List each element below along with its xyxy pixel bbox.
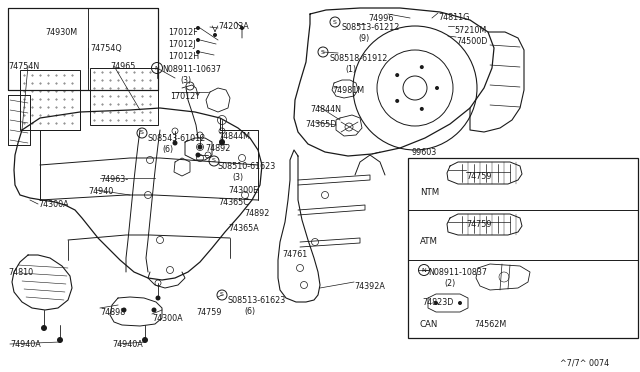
Text: N: N [422,267,426,273]
Circle shape [152,308,157,312]
Circle shape [198,144,202,150]
Text: S08513-61212: S08513-61212 [342,23,401,32]
Text: ^7/7^ 0074: ^7/7^ 0074 [560,358,609,367]
Text: 74300E: 74300E [228,186,258,195]
Circle shape [195,153,200,157]
Text: 74203A: 74203A [218,22,249,31]
Text: N08911-10637: N08911-10637 [162,65,221,74]
Text: 74892: 74892 [244,209,269,218]
Circle shape [213,33,217,37]
Text: S08518-61912: S08518-61912 [330,54,388,63]
Circle shape [396,73,399,77]
Text: (6): (6) [162,145,173,154]
Text: 17012H: 17012H [168,52,199,61]
Text: 74823D: 74823D [422,298,453,307]
Text: S: S [321,49,325,55]
Text: 74365A: 74365A [228,224,259,233]
Text: 74392A: 74392A [354,282,385,291]
Text: 74754Q: 74754Q [90,44,122,53]
Text: 74365D: 74365D [305,120,337,129]
Text: 74940: 74940 [88,187,113,196]
Text: S08510-61623: S08510-61623 [218,162,276,171]
Circle shape [396,99,399,103]
Text: 74844N: 74844N [310,105,341,114]
Circle shape [240,26,244,30]
Text: (6): (6) [244,307,255,316]
Text: (9): (9) [358,34,369,43]
Text: 74844M: 74844M [218,132,250,141]
Circle shape [196,38,200,42]
Text: 17012J: 17012J [168,40,195,49]
Circle shape [434,301,438,305]
Text: S08543-61012: S08543-61012 [148,134,206,143]
Circle shape [435,86,439,90]
Text: 74365C: 74365C [218,198,249,207]
Text: 74963-: 74963- [100,175,128,184]
Text: S: S [140,131,144,135]
Text: S08513-61623: S08513-61623 [228,296,286,305]
Circle shape [173,141,177,145]
Text: 74754N: 74754N [8,62,39,71]
Text: 74300A: 74300A [38,200,68,209]
Text: CAN: CAN [420,320,438,329]
Text: (3): (3) [180,76,191,85]
Circle shape [196,26,200,30]
Text: 74940A: 74940A [10,340,41,349]
Text: 74996: 74996 [368,14,394,23]
Circle shape [122,308,127,312]
Text: N08911-10837: N08911-10837 [428,268,487,277]
Text: S: S [333,19,337,25]
Bar [8,8,158,90]
Text: 74898: 74898 [100,308,125,317]
Text: 74965: 74965 [110,62,136,71]
Circle shape [142,337,148,343]
Text: 74562M: 74562M [474,320,506,329]
Circle shape [420,107,424,111]
Circle shape [420,65,424,69]
Text: NTM: NTM [420,188,439,197]
Text: 74759: 74759 [196,308,221,317]
Text: 17012Y: 17012Y [170,92,200,101]
Bar [8,8,158,90]
Text: 99603: 99603 [412,148,437,157]
Circle shape [219,139,225,145]
Text: 74500D: 74500D [456,37,488,46]
Text: 74300A: 74300A [152,314,182,323]
Text: 74892: 74892 [205,144,230,153]
Circle shape [458,301,462,305]
Text: 74759: 74759 [466,172,492,181]
Text: 74940A: 74940A [112,340,143,349]
Circle shape [220,141,225,145]
Text: 74930M: 74930M [45,28,77,37]
Text: (3): (3) [232,173,243,182]
Text: 74811G: 74811G [438,13,469,22]
Text: S: S [220,292,224,298]
Text: (2): (2) [444,279,455,288]
Circle shape [156,295,161,301]
Text: ATM: ATM [420,237,438,246]
Text: 74810: 74810 [8,268,33,277]
Text: S: S [212,158,216,164]
Text: N: N [155,65,159,71]
Text: (1): (1) [345,65,356,74]
Text: 57210M: 57210M [454,26,486,35]
Text: 74761: 74761 [282,250,307,259]
Circle shape [196,50,200,54]
Bar [408,158,638,338]
Text: 74759: 74759 [466,220,492,229]
Circle shape [41,325,47,331]
Text: 17012F: 17012F [168,28,198,37]
Text: 74981M: 74981M [332,86,364,95]
Circle shape [57,337,63,343]
